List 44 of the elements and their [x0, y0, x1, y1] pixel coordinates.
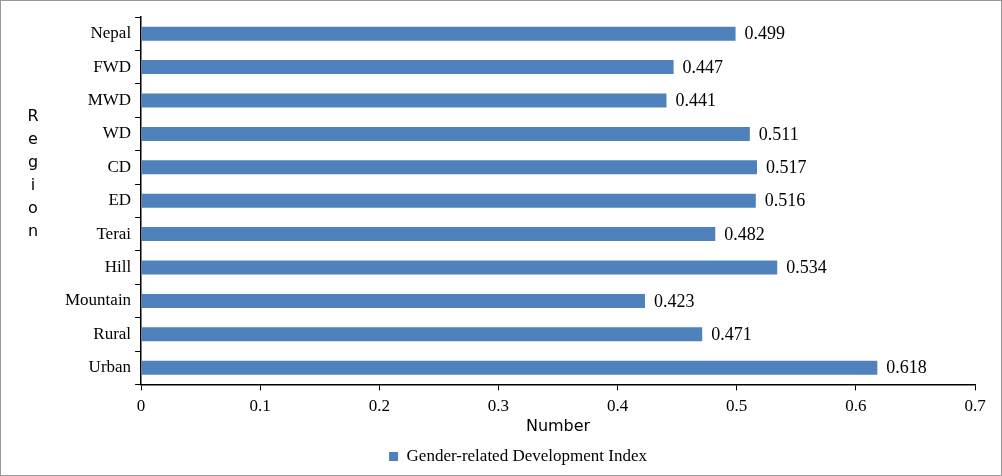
y-tick-label: Terai — [96, 223, 132, 243]
y-tick-label: ED — [108, 190, 132, 210]
bar — [141, 160, 757, 175]
data-label: 0.471 — [711, 324, 752, 345]
data-label: 0.441 — [675, 90, 716, 111]
y-tick-label: Mountain — [65, 290, 132, 310]
bar — [141, 227, 716, 242]
y-tick-label: MWD — [87, 89, 132, 109]
data-label: 0.516 — [764, 190, 806, 211]
x-tick-label: 0.3 — [487, 396, 510, 416]
data-label: 0.534 — [786, 257, 827, 278]
x-tick-label: 0.4 — [606, 396, 629, 416]
bar — [141, 360, 878, 375]
bar — [141, 260, 778, 275]
data-label: 0.447 — [682, 56, 724, 77]
y-tick-label: WD — [102, 123, 132, 143]
data-label: 0.499 — [744, 23, 786, 44]
bar — [141, 93, 667, 108]
bar — [141, 327, 703, 342]
x-tick-label: 0.1 — [249, 396, 271, 416]
legend-label: Gender-related Development Index — [406, 445, 648, 465]
y-tick-label: Nepal — [90, 23, 132, 43]
data-label: 0.511 — [758, 123, 799, 144]
data-label: 0.618 — [886, 357, 927, 378]
x-tick-label: 0 — [136, 396, 146, 416]
x-tick-label: 0.6 — [845, 396, 867, 416]
y-tick-label: CD — [107, 156, 132, 176]
y-axis-title: Region — [27, 106, 39, 241]
y-tick-label: Urban — [88, 357, 132, 377]
bar — [141, 293, 646, 308]
x-tick-label: 0.7 — [964, 396, 987, 416]
data-label: 0.482 — [724, 223, 765, 244]
data-label: 0.517 — [766, 157, 807, 178]
data-label: 0.423 — [654, 290, 695, 311]
y-tick-label: FWD — [93, 56, 132, 76]
y-tick-label: Hill — [104, 256, 132, 276]
x-tick-label: 0.5 — [726, 396, 748, 416]
bar — [141, 126, 750, 141]
bar — [141, 193, 756, 208]
bar — [141, 60, 674, 75]
x-axis-title: Number — [525, 415, 591, 435]
x-tick-label: 0.2 — [368, 396, 390, 416]
y-tick-label: Rural — [93, 323, 132, 343]
bar — [141, 26, 736, 41]
